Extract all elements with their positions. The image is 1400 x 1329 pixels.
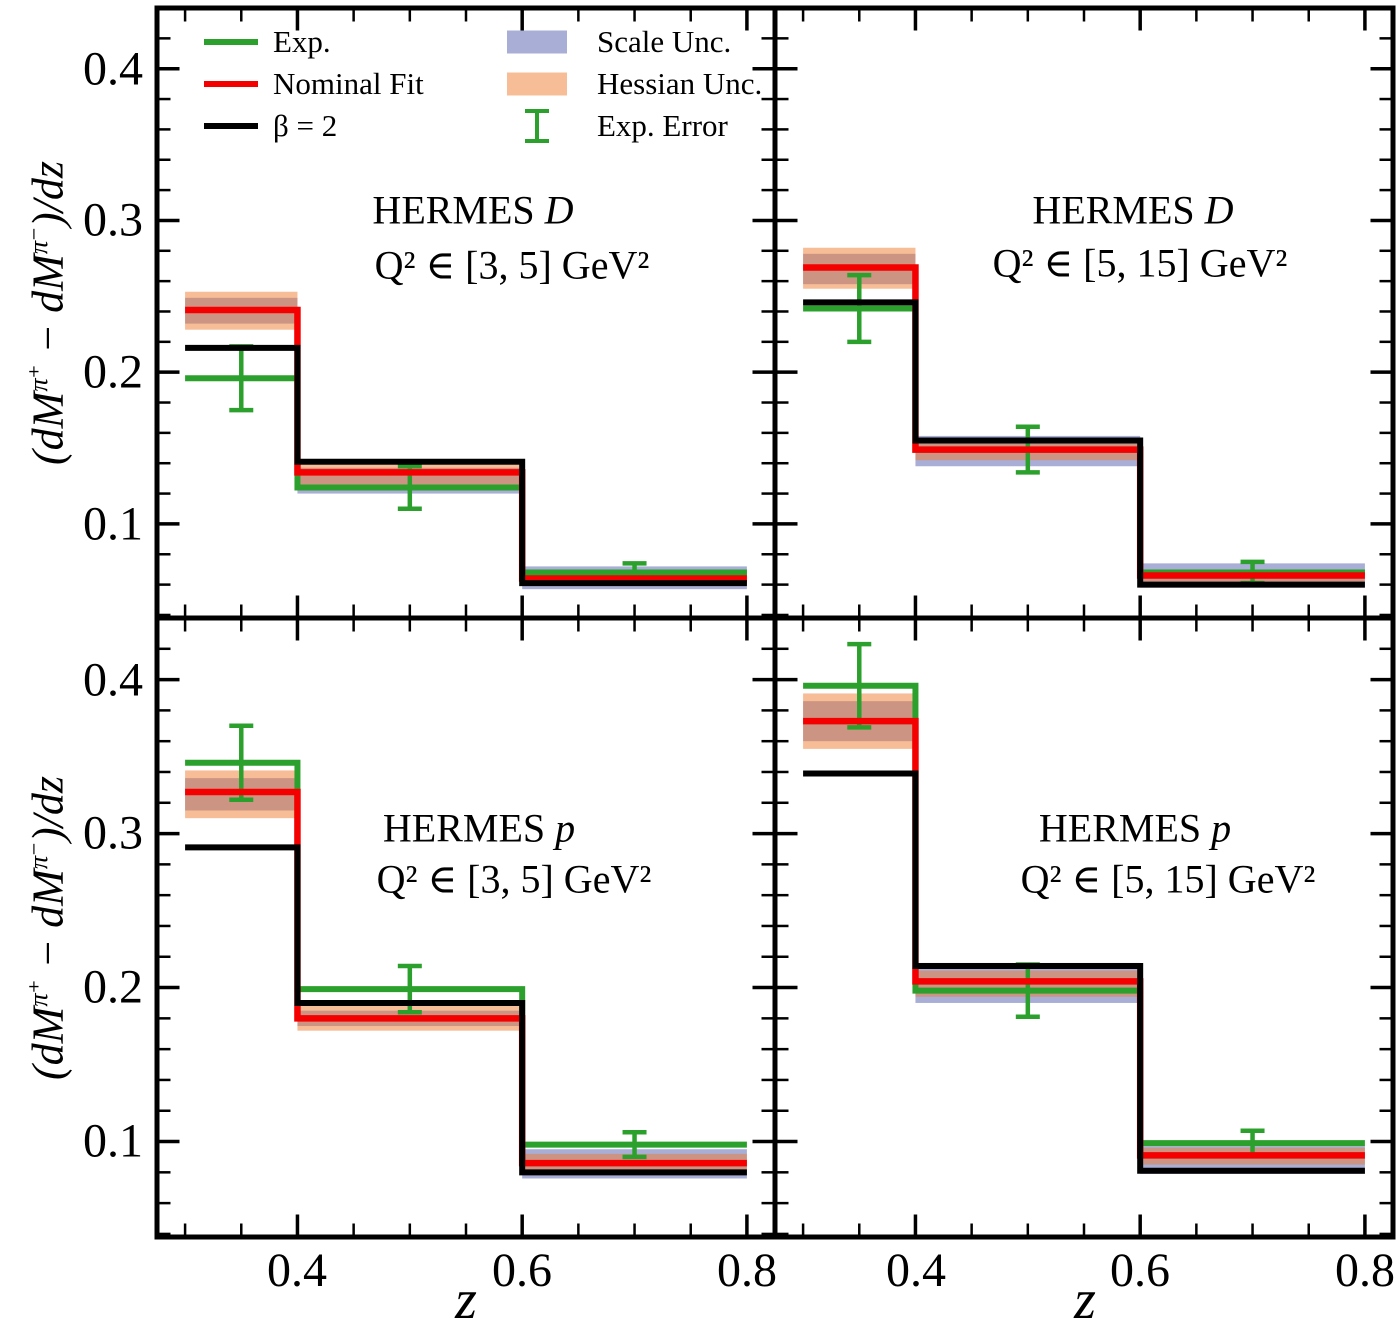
figure: 0.4 0.3 0.2 0.1 0.4 0.3 0.2 0.1 0.4 0.6 …	[22, 5, 1396, 1329]
figure-canvas	[154, 5, 1396, 1240]
